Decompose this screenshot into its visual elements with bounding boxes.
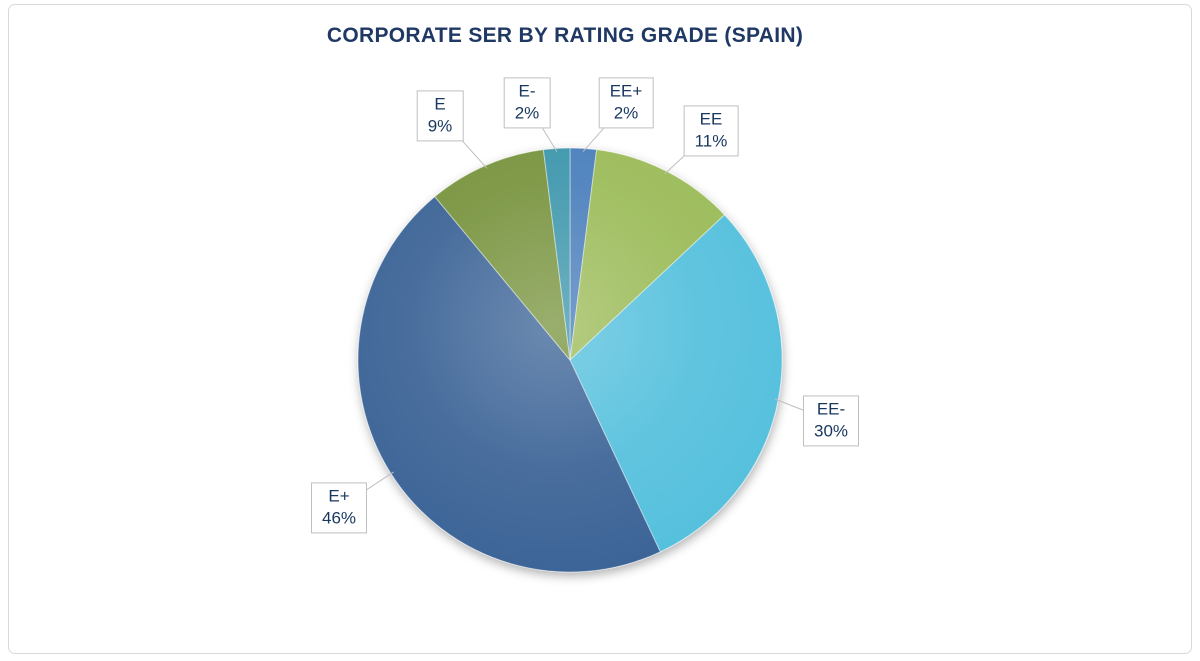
pie-label-grade: E+ xyxy=(328,486,350,506)
pie-label-grade: EE xyxy=(699,109,723,129)
pie-label-grade: EE+ xyxy=(609,81,643,101)
pie-label-percent: 2% xyxy=(613,103,639,123)
pie-slices xyxy=(357,147,783,573)
pie-label-grade: E- xyxy=(518,81,536,101)
pie-label-percent: 11% xyxy=(694,131,728,151)
pie-label-grade: EE- xyxy=(816,399,846,419)
pie-label-percent: 30% xyxy=(813,421,849,441)
pie-label-percent: 46% xyxy=(321,508,357,528)
pie-label-E: E 9% xyxy=(416,90,464,142)
pie-label-EE+: EE+ 2% xyxy=(598,77,654,129)
pie-label-EE: EE 11% xyxy=(683,105,739,157)
pie-label-EE-: EE- 30% xyxy=(802,395,860,447)
pie-label-E+: E+ 46% xyxy=(310,482,368,534)
pie-label-percent: 2% xyxy=(514,103,540,123)
pie-label-percent: 9% xyxy=(427,116,453,136)
chart-title: CORPORATE SER BY RATING GRADE (SPAIN) xyxy=(326,24,804,47)
pie-label-E-: E- 2% xyxy=(503,77,551,129)
pie-label-grade: E xyxy=(434,94,446,114)
